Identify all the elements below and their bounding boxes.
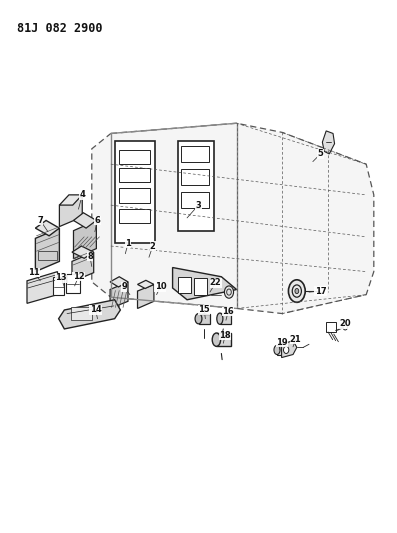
Bar (326, 322, 336, 332)
Polygon shape (322, 131, 335, 154)
Text: 22: 22 (210, 278, 222, 287)
Polygon shape (137, 285, 154, 309)
Text: 7: 7 (37, 216, 43, 225)
Bar (115, 141, 155, 244)
Text: 2: 2 (150, 241, 156, 251)
Bar (220, 312, 231, 324)
Text: 1: 1 (125, 239, 131, 248)
Bar (216, 333, 231, 346)
Ellipse shape (220, 314, 231, 324)
Polygon shape (60, 195, 82, 205)
Polygon shape (281, 341, 297, 358)
Polygon shape (73, 221, 96, 259)
Circle shape (283, 346, 289, 353)
Ellipse shape (274, 345, 280, 354)
Text: 5: 5 (318, 149, 324, 158)
Ellipse shape (212, 333, 221, 346)
Text: 16: 16 (222, 307, 234, 316)
Ellipse shape (216, 333, 231, 344)
Text: 12: 12 (73, 272, 84, 281)
Polygon shape (110, 282, 128, 309)
Text: 20: 20 (339, 319, 351, 328)
Polygon shape (137, 280, 154, 288)
Bar (119, 188, 150, 203)
Bar (71, 308, 92, 320)
Text: 6: 6 (94, 216, 100, 225)
Text: 21: 21 (290, 335, 302, 344)
Text: 17: 17 (315, 287, 326, 296)
Circle shape (295, 288, 299, 294)
Ellipse shape (198, 314, 210, 324)
Text: 19: 19 (276, 338, 287, 347)
Polygon shape (27, 272, 58, 303)
Polygon shape (173, 268, 237, 300)
Bar (181, 169, 209, 184)
Bar (119, 209, 150, 223)
Bar (181, 192, 209, 208)
Polygon shape (92, 123, 374, 313)
Text: 10: 10 (154, 282, 166, 292)
Text: 11: 11 (28, 268, 40, 277)
Ellipse shape (195, 313, 202, 324)
Text: 14: 14 (90, 305, 102, 314)
Text: 9: 9 (121, 282, 127, 292)
Text: 81J 082 2900: 81J 082 2900 (17, 22, 103, 35)
Polygon shape (73, 213, 96, 228)
Polygon shape (72, 246, 94, 259)
Ellipse shape (217, 313, 223, 324)
Bar (177, 141, 214, 231)
Bar (177, 277, 191, 293)
Bar (38, 251, 57, 260)
Ellipse shape (277, 345, 286, 353)
Bar (53, 277, 64, 295)
Bar (119, 150, 150, 164)
Polygon shape (59, 300, 120, 329)
Text: 13: 13 (56, 273, 67, 282)
Polygon shape (72, 252, 94, 282)
Polygon shape (60, 195, 82, 227)
Text: 18: 18 (220, 331, 231, 340)
Circle shape (289, 280, 305, 302)
Circle shape (224, 286, 233, 298)
Bar (66, 273, 79, 293)
Bar (181, 146, 209, 161)
Bar (119, 168, 150, 182)
Text: 3: 3 (196, 200, 201, 209)
Text: 8: 8 (87, 252, 93, 261)
Bar (277, 345, 287, 354)
Polygon shape (110, 277, 128, 287)
Bar (194, 278, 207, 295)
Text: 4: 4 (79, 190, 85, 199)
Bar (198, 313, 210, 324)
Text: 15: 15 (198, 305, 210, 314)
Polygon shape (35, 221, 60, 236)
Polygon shape (35, 228, 60, 272)
